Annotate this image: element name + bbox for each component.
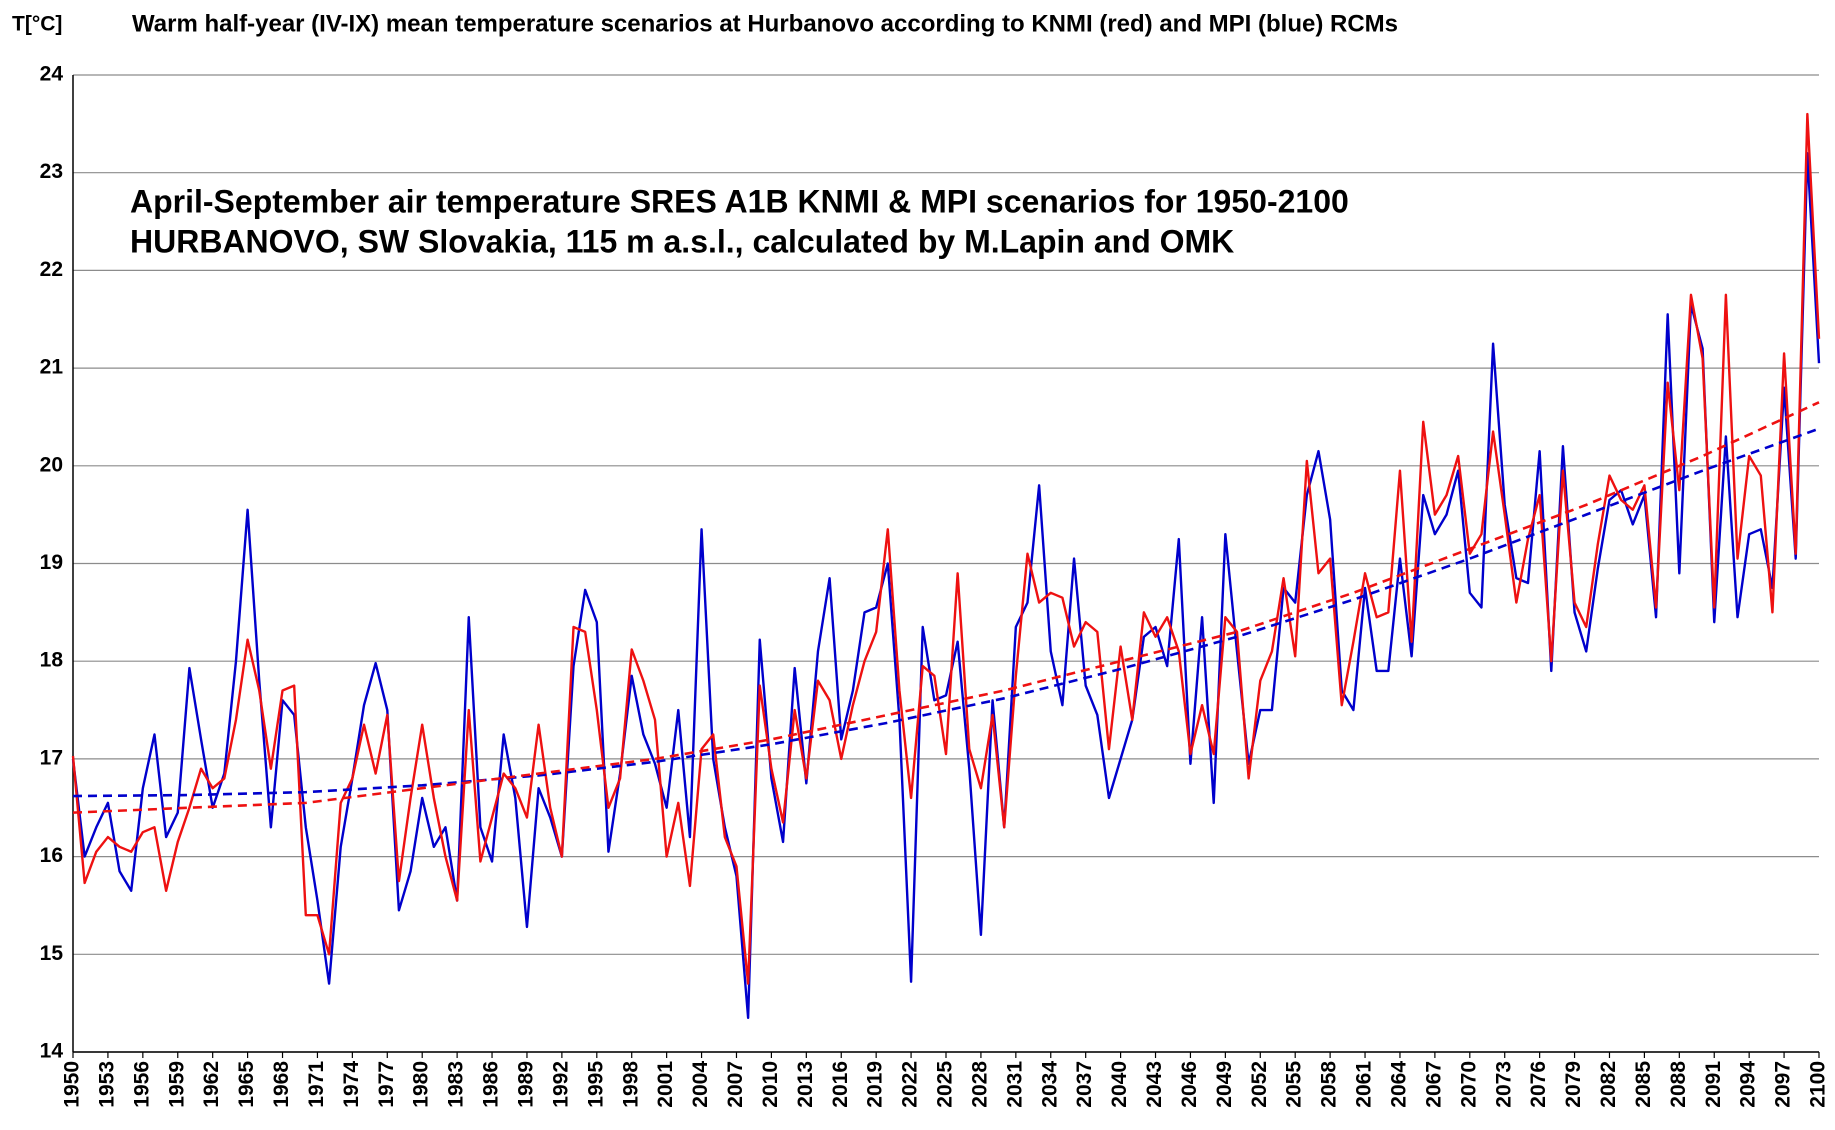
x-tick-label: 2025 [934,1061,957,1108]
trend-line [72,427,1820,798]
x-tick-label: 2100 [1807,1061,1830,1108]
x-tick-label: 2088 [1667,1061,1690,1108]
x-tick-label: 1989 [515,1061,538,1108]
x-tick-label: 2097 [1772,1061,1795,1108]
x-tick-label: 2055 [1283,1061,1306,1108]
x-tick-label: 2049 [1213,1061,1236,1108]
x-tick-label: 2040 [1108,1061,1131,1108]
x-tick-label: 2064 [1388,1061,1411,1108]
x-tick-label: 2028 [968,1061,991,1108]
x-tick-label: 1980 [410,1061,433,1108]
x-tick-label: 2022 [899,1061,922,1108]
x-tick-label: 2031 [1003,1061,1026,1108]
x-tick-label: 2034 [1038,1061,1061,1108]
x-tick-label: 2004 [689,1061,712,1108]
x-tick-label: 2082 [1597,1061,1620,1108]
chart-title: Warm half-year (IV-IX) mean temperature … [132,10,1398,37]
x-tick-label: 2079 [1562,1061,1585,1108]
x-tick-label: 2058 [1318,1061,1341,1108]
x-tick-label: 2076 [1527,1061,1550,1108]
x-tick-label: 2007 [724,1061,747,1108]
y-tick-label: 14 [40,1040,64,1063]
x-tick-label: 1953 [95,1061,118,1108]
annotation: April-September air temperature SRES A1B… [130,183,1349,219]
x-tick-label: 1962 [200,1061,223,1108]
y-axis-label: T[°C] [12,13,62,36]
x-tick-label: 2001 [654,1061,677,1108]
y-tick-label: 16 [40,844,63,867]
x-tick-label: 2019 [864,1061,887,1108]
x-tick-label: 1965 [235,1061,258,1108]
x-tick-label: 2046 [1178,1061,1201,1108]
x-tick-label: 2061 [1353,1061,1376,1108]
x-tick-label: 1983 [445,1061,468,1108]
x-tick-label: 2052 [1248,1061,1271,1108]
annotation: HURBANOVO, SW Slovakia, 115 m a.s.l., ca… [130,223,1234,259]
series-line [71,151,1821,1019]
y-tick-label: 21 [40,356,64,379]
x-tick-label: 1986 [480,1061,503,1108]
x-tick-label: 1995 [584,1061,607,1108]
y-tick-label: 24 [40,63,64,86]
y-tick-label: 15 [40,942,64,965]
x-tick-label: 2043 [1143,1061,1166,1108]
x-tick-label: 1956 [130,1061,153,1108]
x-tick-label: 1977 [375,1061,398,1108]
x-tick-label: 2073 [1492,1061,1515,1108]
y-tick-label: 19 [40,551,63,574]
x-tick-label: 2070 [1457,1061,1480,1108]
series-line [71,112,1821,985]
x-tick-label: 2037 [1073,1061,1096,1108]
x-tick-label: 1971 [305,1061,328,1108]
x-tick-label: 2091 [1702,1061,1725,1108]
x-tick-label: 2013 [794,1061,817,1108]
y-tick-label: 22 [40,258,63,281]
y-tick-label: 20 [40,453,63,476]
y-tick-label: 18 [40,649,64,672]
trend-line [72,401,1820,814]
x-tick-label: 1974 [340,1061,363,1108]
x-tick-label: 1992 [549,1061,572,1108]
x-tick-label: 1950 [61,1061,84,1108]
x-tick-label: 2067 [1422,1061,1445,1108]
x-tick-label: 2094 [1737,1061,1760,1108]
y-tick-label: 23 [40,160,63,183]
x-tick-label: 1959 [165,1061,188,1108]
y-tick-label: 17 [40,746,63,769]
x-tick-label: 2016 [829,1061,852,1108]
x-tick-label: 1968 [270,1061,293,1108]
x-tick-label: 2010 [759,1061,782,1108]
x-tick-label: 2085 [1632,1061,1655,1108]
x-tick-label: 1998 [619,1061,642,1108]
